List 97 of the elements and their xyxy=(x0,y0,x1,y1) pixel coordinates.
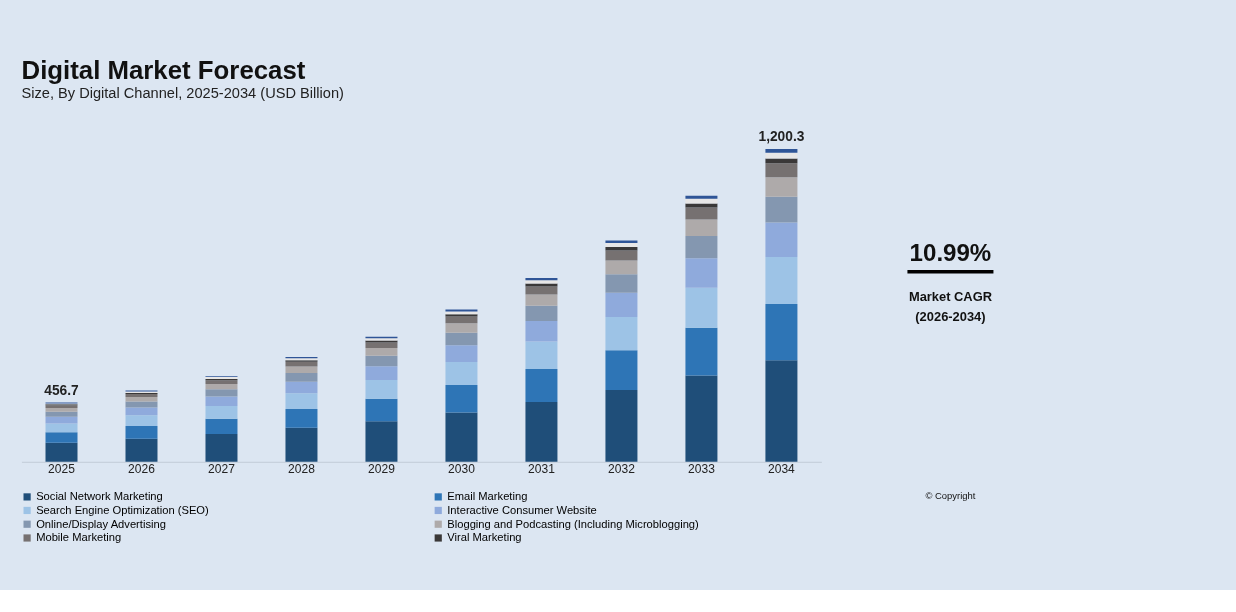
x-tick-label: 2025 xyxy=(48,462,76,477)
bar xyxy=(445,332,478,346)
x-tick-label: 2029 xyxy=(368,462,396,477)
bar xyxy=(205,418,238,435)
bar xyxy=(125,397,158,402)
chart-subtitle: Size, By Digital Channel, 2025-2034 (USD Billion) xyxy=(21,85,344,102)
bar xyxy=(285,381,318,394)
bar xyxy=(45,442,78,462)
bar xyxy=(525,341,558,369)
bar xyxy=(125,438,158,462)
x-tick-label: 2028 xyxy=(288,462,316,477)
bar xyxy=(365,379,398,399)
bar xyxy=(205,434,238,462)
bar xyxy=(365,421,398,462)
x-tick-label: 2032 xyxy=(608,462,636,477)
bar xyxy=(365,398,398,422)
bar xyxy=(365,366,398,380)
x-tick-label: 2030 xyxy=(448,462,476,477)
x-tick-label: 2034 xyxy=(768,462,796,477)
bar xyxy=(525,294,558,306)
bar xyxy=(285,373,318,382)
bar xyxy=(125,425,158,439)
x-tick-label: 2027 xyxy=(208,462,236,477)
text: 10.99% xyxy=(909,238,992,266)
bar xyxy=(605,274,638,293)
bar xyxy=(205,389,238,397)
bar xyxy=(125,393,158,398)
bar xyxy=(605,240,638,243)
bar xyxy=(525,321,558,342)
bar xyxy=(365,355,398,367)
text: Market CAGR xyxy=(908,289,993,305)
text: © Copyright xyxy=(925,489,976,501)
bar xyxy=(445,412,478,462)
bar xyxy=(765,149,798,153)
text: (2026-2034) xyxy=(915,308,986,324)
bar xyxy=(525,286,558,295)
bar xyxy=(605,242,638,247)
legend-label: Search Engine Optimization (SEO) xyxy=(36,503,210,516)
bar xyxy=(45,432,78,443)
bar xyxy=(605,260,638,275)
bar xyxy=(605,292,638,318)
bar xyxy=(765,196,798,223)
bar xyxy=(125,401,158,408)
bar xyxy=(445,362,478,385)
bar xyxy=(445,316,478,324)
bar xyxy=(685,375,718,462)
legend-label: Interactive Consumer Website xyxy=(447,503,597,516)
legend-label: Blogging and Podcasting (Including Microblogging) xyxy=(447,517,700,530)
bar xyxy=(685,287,718,328)
bar xyxy=(605,389,638,462)
legend-label: Social Network Marketing xyxy=(36,490,163,503)
bar xyxy=(125,407,158,416)
bar xyxy=(765,303,798,361)
bar xyxy=(205,405,238,419)
bar xyxy=(445,345,478,363)
x-tick-label: 2026 xyxy=(128,462,156,477)
bar xyxy=(525,305,558,322)
bar xyxy=(45,423,78,433)
bar xyxy=(685,258,718,288)
bar xyxy=(765,257,798,304)
bar xyxy=(765,360,798,462)
bar xyxy=(445,323,478,333)
bar xyxy=(685,219,718,237)
bar xyxy=(685,195,718,199)
bar xyxy=(765,222,798,257)
bar xyxy=(685,236,718,259)
bar xyxy=(525,402,558,462)
bar xyxy=(125,415,158,426)
bar xyxy=(685,198,718,204)
bar xyxy=(605,250,638,261)
bar xyxy=(765,158,798,164)
bar xyxy=(365,348,398,356)
bar xyxy=(685,327,718,376)
bar xyxy=(525,368,558,403)
bar xyxy=(45,411,78,417)
bar xyxy=(285,409,318,428)
bar xyxy=(205,396,238,406)
bar xyxy=(685,207,718,220)
legend-label: Viral Marketing xyxy=(447,531,522,544)
bar xyxy=(285,393,318,410)
x-tick-label: 2033 xyxy=(688,462,716,477)
bar xyxy=(285,427,318,462)
x-tick-label: 2031 xyxy=(528,462,556,477)
chart-title: Digital Market Forecast xyxy=(21,56,306,85)
bar xyxy=(445,384,478,413)
legend-label: Mobile Marketing xyxy=(36,531,122,544)
bar xyxy=(765,177,798,197)
bar xyxy=(205,383,238,390)
bar xyxy=(365,342,398,349)
legend-label: Online/Display Advertising xyxy=(36,517,166,530)
annotation: 456.7 xyxy=(44,382,80,398)
annotation: 1,200.3 xyxy=(758,129,805,145)
bar xyxy=(765,163,798,178)
bar xyxy=(605,317,638,351)
bar xyxy=(285,366,318,374)
bar xyxy=(605,350,638,390)
legend-label: Email Marketing xyxy=(447,490,528,503)
